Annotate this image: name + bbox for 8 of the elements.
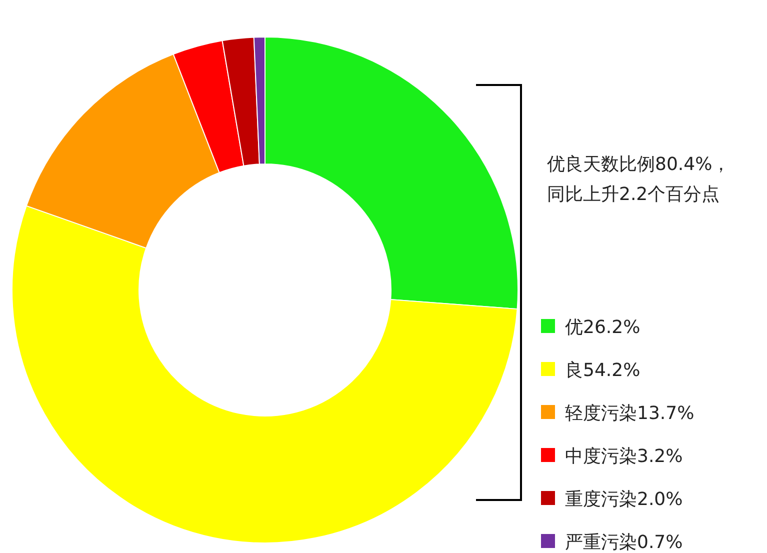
legend-label: 轻度污染13.7% bbox=[565, 403, 694, 424]
text: 同比上升2.2个百分点 bbox=[547, 184, 720, 205]
legend-label: 良54.2% bbox=[565, 360, 640, 381]
legend-label: 严重污染0.7% bbox=[565, 532, 683, 553]
legend-label: 优26.2% bbox=[565, 317, 640, 338]
legend-label: 中度污染3.2% bbox=[565, 446, 683, 467]
text: 优良天数比例80.4%， bbox=[547, 154, 730, 175]
legend-label: 重度污染2.0% bbox=[565, 489, 683, 510]
